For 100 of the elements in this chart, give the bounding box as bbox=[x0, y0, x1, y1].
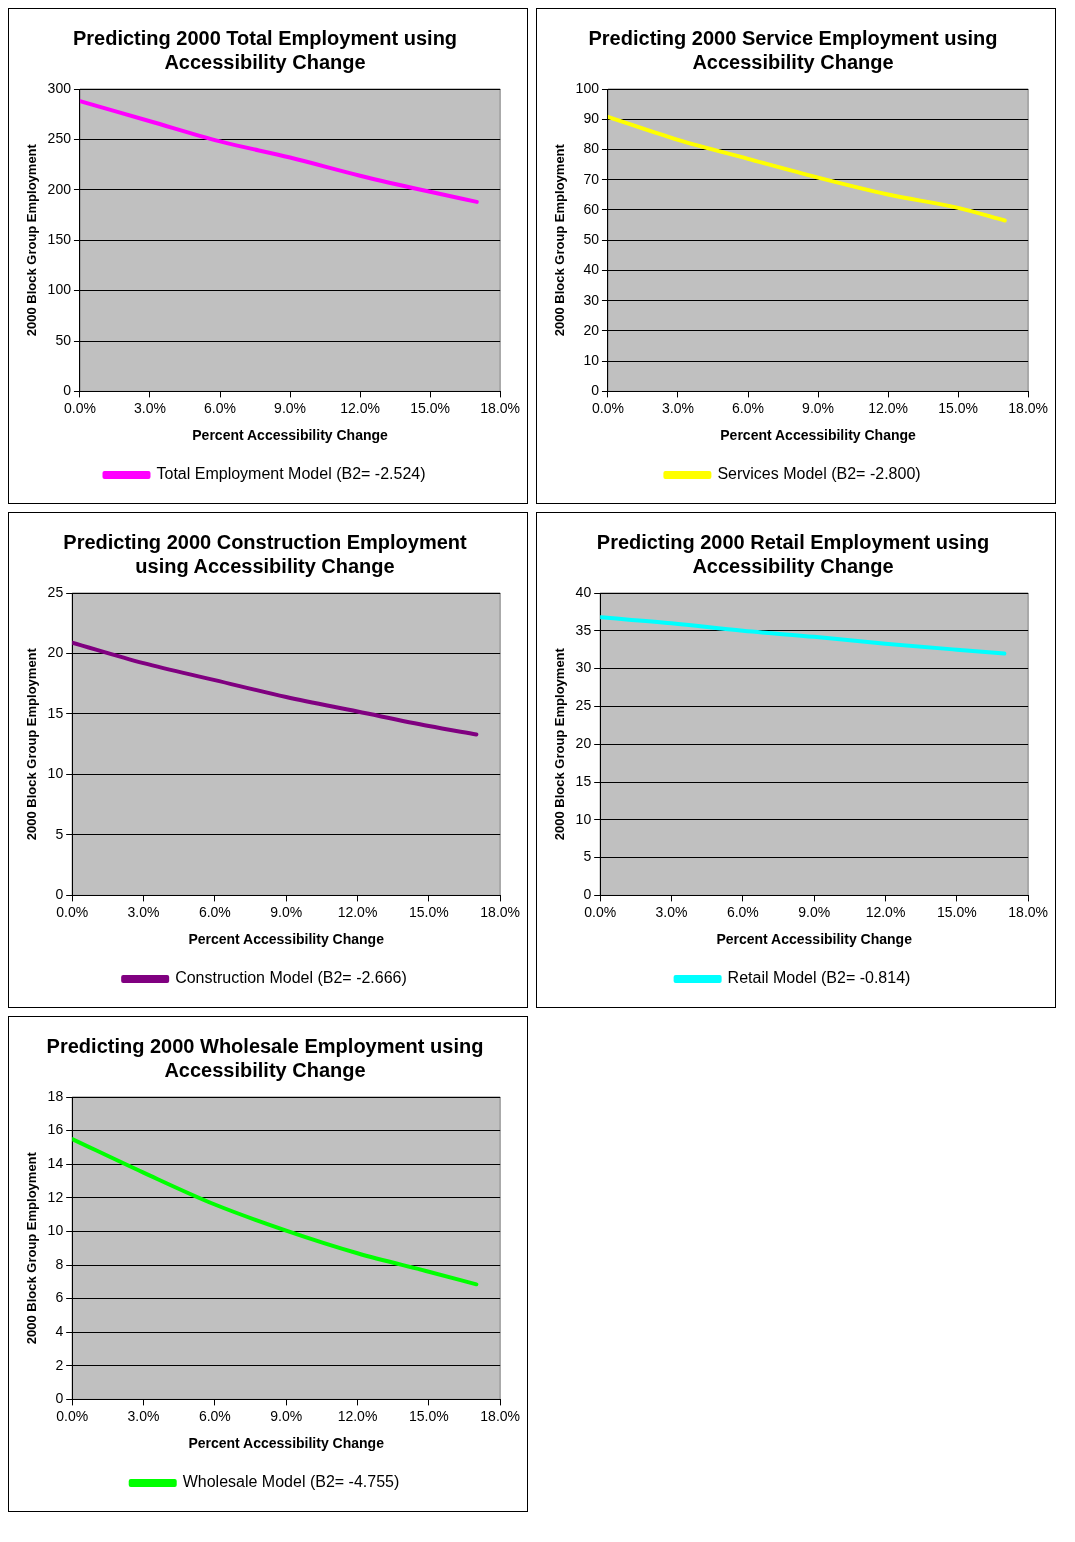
y-tick-label: 50 bbox=[55, 331, 72, 348]
x-tick-label: 0.0% bbox=[584, 903, 617, 920]
y-axis-title: 2000 Block Group Employment bbox=[24, 647, 40, 841]
legend-label: Construction Model (B2= -2.666) bbox=[175, 969, 407, 987]
y-tick-label: 50 bbox=[583, 231, 600, 248]
y-tick-label: 14 bbox=[47, 1155, 64, 1172]
x-tick-label: 12.0% bbox=[340, 399, 380, 416]
y-tick-label: 10 bbox=[47, 765, 64, 782]
y-tick-label: 10 bbox=[47, 1222, 64, 1239]
x-tick-label: 9.0% bbox=[802, 399, 835, 416]
legend-label: Services Model (B2= -2.800) bbox=[717, 465, 921, 483]
y-tick-label: 0 bbox=[55, 1390, 64, 1407]
x-tick-label: 9.0% bbox=[270, 903, 303, 920]
x-tick-label: 9.0% bbox=[270, 1407, 303, 1424]
y-tick-label: 0 bbox=[591, 382, 600, 399]
y-tick-label: 40 bbox=[583, 261, 600, 278]
x-tick-label: 15.0% bbox=[408, 1407, 449, 1424]
y-tick-label: 25 bbox=[575, 697, 592, 714]
legend-label: Retail Model (B2= -0.814) bbox=[727, 969, 911, 987]
y-tick-label: 16 bbox=[47, 1121, 64, 1138]
x-tick-label: 3.0% bbox=[127, 1407, 160, 1424]
y-tick-label: 5 bbox=[583, 848, 592, 865]
y-axis-title: 2000 Block Group Employment bbox=[24, 1151, 40, 1345]
x-axis-title: Percent Accessibility Change bbox=[188, 931, 385, 948]
x-tick-label: 18.0% bbox=[480, 399, 520, 416]
y-tick-label: 15 bbox=[47, 704, 64, 721]
y-tick-label: 8 bbox=[55, 1255, 64, 1272]
y-tick-label: 60 bbox=[583, 200, 600, 217]
x-tick-label: 18.0% bbox=[1008, 903, 1048, 920]
y-tick-label: 20 bbox=[575, 735, 592, 752]
y-tick-label: 2 bbox=[55, 1356, 64, 1373]
x-tick-label: 3.0% bbox=[662, 399, 694, 416]
x-tick-label: 9.0% bbox=[798, 903, 831, 920]
legend-label: Total Employment Model (B2= -2.524) bbox=[156, 465, 426, 483]
x-tick-label: 15.0% bbox=[408, 903, 449, 920]
y-tick-label: 200 bbox=[47, 180, 72, 197]
y-tick-label: 25 bbox=[47, 583, 64, 600]
x-tick-label: 6.0% bbox=[198, 1407, 231, 1424]
y-tick-label: 150 bbox=[47, 231, 72, 248]
y-tick-label: 5 bbox=[55, 825, 64, 842]
y-tick-label: 30 bbox=[575, 659, 592, 676]
x-tick-label: 6.0% bbox=[726, 903, 759, 920]
x-tick-label: 18.0% bbox=[480, 903, 520, 920]
y-tick-label: 6 bbox=[55, 1289, 64, 1306]
y-tick-label: 30 bbox=[583, 291, 600, 308]
x-axis-title: Percent Accessibility Change bbox=[188, 1435, 385, 1452]
x-tick-label: 3.0% bbox=[127, 903, 160, 920]
line-series bbox=[79, 99, 479, 204]
x-tick-label: 12.0% bbox=[865, 903, 906, 920]
y-tick-label: 10 bbox=[575, 810, 592, 827]
legend-label: Wholesale Model (B2= -4.755) bbox=[182, 1473, 400, 1491]
y-tick-label: 0 bbox=[63, 382, 72, 399]
x-tick-label: 12.0% bbox=[337, 903, 378, 920]
x-tick-label: 9.0% bbox=[274, 399, 307, 416]
y-tick-label: 0 bbox=[55, 886, 64, 903]
y-tick-label: 250 bbox=[47, 130, 72, 147]
y-tick-label: 90 bbox=[583, 110, 600, 127]
x-tick-label: 6.0% bbox=[732, 399, 764, 416]
y-tick-label: 12 bbox=[47, 1188, 64, 1205]
x-tick-label: 3.0% bbox=[655, 903, 688, 920]
x-tick-label: 0.0% bbox=[64, 399, 96, 416]
x-tick-label: 15.0% bbox=[410, 399, 450, 416]
y-tick-label: 0 bbox=[583, 886, 592, 903]
chart-title: Predicting 2000 Wholesale Employment using Accessibility Change bbox=[46, 1034, 484, 1081]
x-tick-label: 12.0% bbox=[337, 1407, 378, 1424]
x-tick-label: 18.0% bbox=[1008, 399, 1048, 416]
x-tick-label: 6.0% bbox=[198, 903, 231, 920]
y-tick-label: 100 bbox=[575, 79, 600, 96]
chart-title: Predicting 2000 Service Employment using Accessibility Change bbox=[588, 26, 998, 73]
chart-title: Predicting 2000 Total Employment using Accessibility Change bbox=[72, 26, 458, 73]
y-axis-title: 2000 Block Group Employment bbox=[552, 143, 568, 337]
x-tick-label: 6.0% bbox=[204, 399, 236, 416]
x-axis-title: Percent Accessibility Change bbox=[192, 427, 389, 444]
y-tick-label: 15 bbox=[575, 772, 592, 789]
x-tick-label: 0.0% bbox=[56, 903, 89, 920]
y-tick-label: 20 bbox=[583, 321, 600, 338]
y-tick-label: 300 bbox=[47, 79, 72, 96]
line-series bbox=[607, 114, 1007, 223]
x-tick-label: 0.0% bbox=[56, 1407, 89, 1424]
y-tick-label: 4 bbox=[55, 1323, 64, 1340]
y-tick-label: 70 bbox=[583, 170, 600, 187]
x-tick-label: 3.0% bbox=[134, 399, 166, 416]
y-axis-title: 2000 Block Group Employment bbox=[552, 647, 568, 841]
chart-title: Predicting 2000 Retail Employment using Accessibility Change bbox=[596, 530, 990, 577]
y-tick-label: 35 bbox=[575, 621, 592, 638]
x-tick-label: 15.0% bbox=[936, 903, 977, 920]
y-tick-label: 20 bbox=[47, 644, 64, 661]
x-tick-label: 18.0% bbox=[480, 1407, 520, 1424]
chart-title: Predicting 2000 Construction Employment using Accessibility Change bbox=[63, 530, 468, 577]
y-tick-label: 18 bbox=[47, 1087, 64, 1104]
y-axis-title: 2000 Block Group Employment bbox=[24, 143, 40, 337]
y-tick-label: 80 bbox=[583, 140, 600, 157]
x-tick-label: 12.0% bbox=[868, 399, 908, 416]
line-series bbox=[72, 1137, 479, 1287]
x-tick-label: 15.0% bbox=[938, 399, 978, 416]
y-tick-label: 100 bbox=[47, 281, 72, 298]
x-axis-title: Percent Accessibility Change bbox=[716, 931, 913, 948]
x-tick-label: 0.0% bbox=[592, 399, 624, 416]
y-tick-label: 10 bbox=[583, 352, 600, 369]
x-axis-title: Percent Accessibility Change bbox=[720, 427, 917, 444]
